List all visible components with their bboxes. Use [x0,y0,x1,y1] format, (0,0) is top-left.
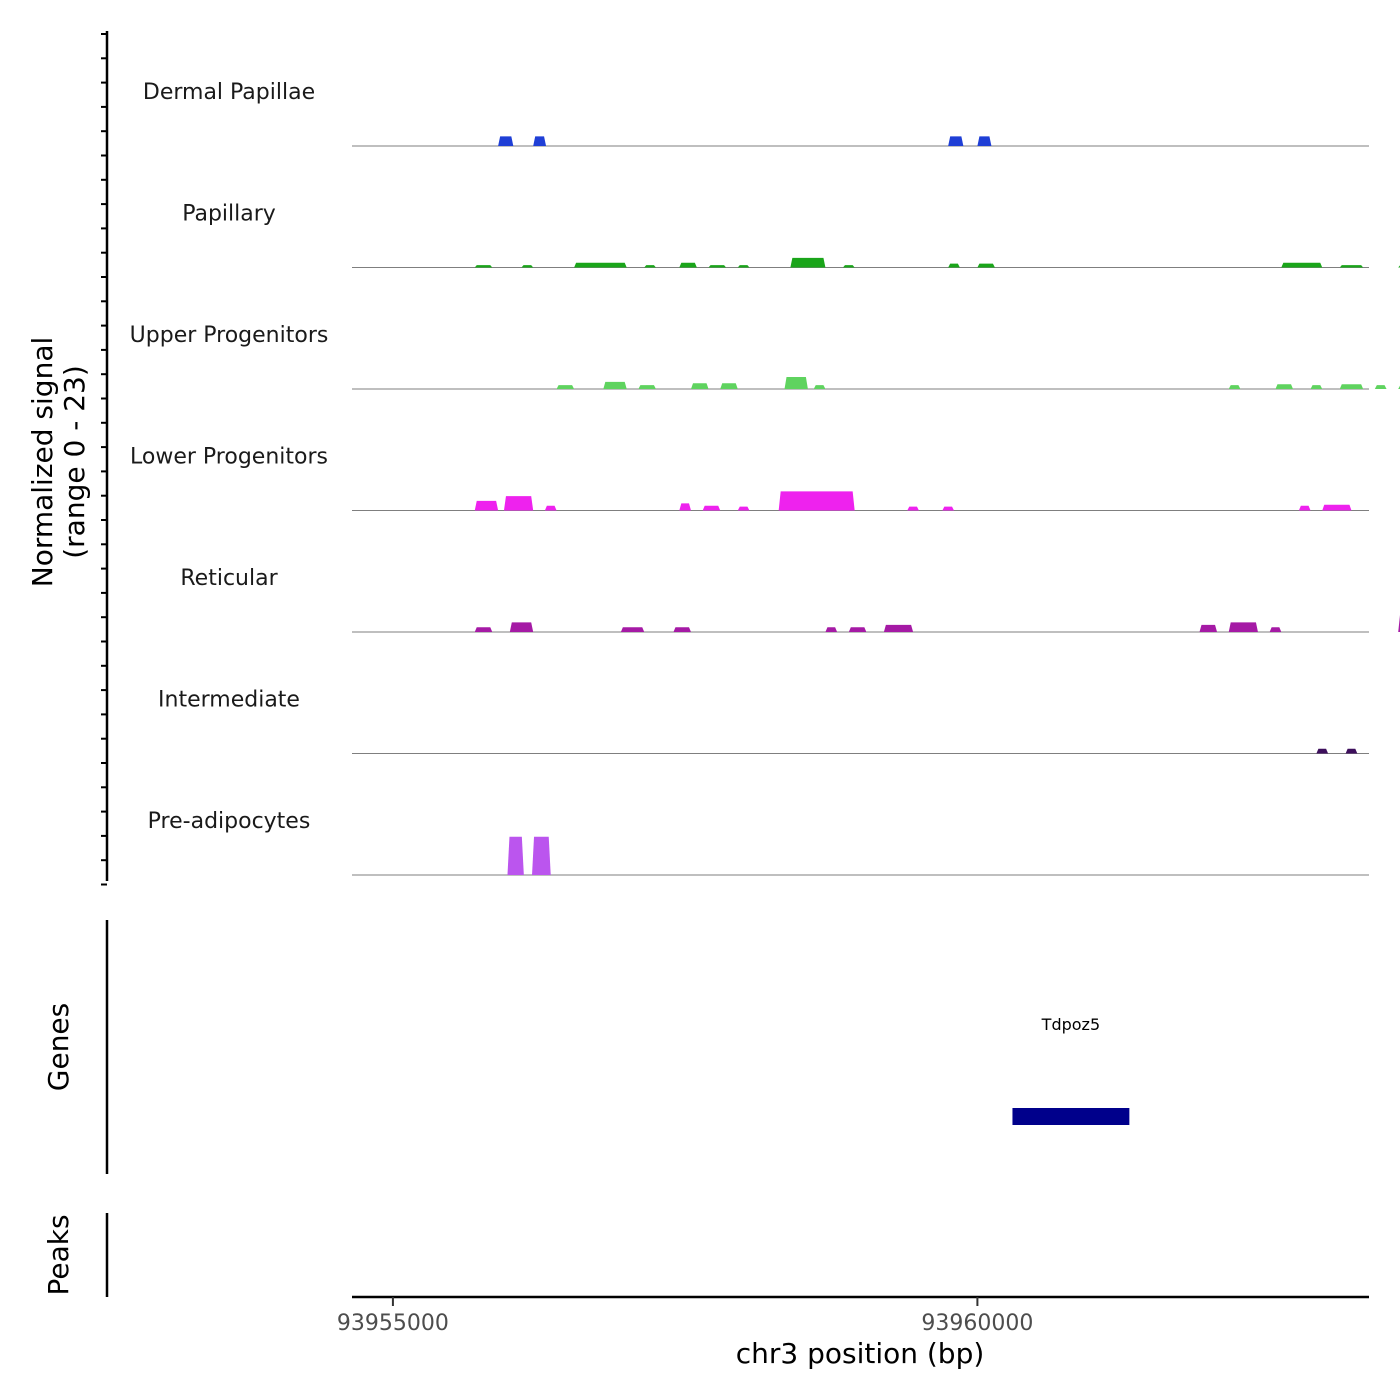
track-label: Reticular [180,566,278,591]
track-pre-adipocytes: Pre-adipocytes [148,809,1369,876]
coverage-peak [691,383,709,389]
coverage-peak [848,627,867,632]
track-label: Lower Progenitors [130,445,328,470]
track-label: Pre-adipocytes [148,809,311,834]
coverage-peak [1281,262,1323,268]
coverage-peak [679,262,697,268]
gene-body [1012,1108,1130,1125]
coverage-peak [544,505,557,511]
coverage-peak [521,265,534,268]
coverage-peak [790,257,826,268]
coverage-peak [942,506,955,511]
coverage-peak [533,136,547,146]
coverage-peak [474,500,499,511]
coverage-peak [1228,622,1258,632]
coverage-peak [778,491,855,511]
coverage-peak [507,836,524,875]
coverage-peak [532,836,551,875]
coverage-peak [503,496,534,511]
coverage-peak [644,265,656,268]
peaks-panel: Peaks [42,1213,109,1297]
coverage-peak [842,265,855,268]
coverage-peak [1275,384,1294,389]
coverage-peak [825,627,838,632]
track-papillary: Papillary [182,202,1400,268]
coverage-peak [737,265,750,268]
track-upper-progenitors: Upper Progenitors [130,323,1400,390]
coverage-peak [977,263,995,268]
coverage-peak [556,385,575,389]
x-tick-label: 93960000 [921,1311,1033,1336]
coverage-peak [1310,385,1323,389]
coverage-peak [509,622,534,632]
coverage-peak [737,506,750,511]
coverage-peak [1199,624,1218,632]
coverage-peak [603,381,627,389]
x-axis-title: chr3 position (bp) [736,1337,985,1370]
coverage-peak [708,265,727,268]
coverage-peak [948,263,960,268]
y-axis-title: Normalized signal [26,337,59,588]
genes-panel: Genes Tdpoz5 [42,920,1130,1174]
position-x-axis: 939550009396000093965000 [337,1295,1369,1336]
coverage-peak [1339,384,1364,389]
coverage-peak [574,262,627,268]
coverage-peak [498,136,514,146]
track-dermal-papillae: Dermal Papillae [143,80,1369,147]
y-axis-range-label: (range 0 - 23) [58,365,91,559]
coverage-peak [1228,385,1241,389]
track-label: Intermediate [158,688,300,713]
coverage-peak [813,385,826,389]
coverage-peak [1322,504,1352,511]
track-label: Upper Progenitors [130,323,329,348]
coverage-peak [1374,385,1387,389]
track-label: Papillary [182,202,276,227]
coverage-peak [474,265,493,268]
coverage-peak [1298,505,1311,511]
coverage-peak [948,136,964,146]
x-tick-label: 93955000 [337,1311,449,1336]
coverage-peak [784,377,808,389]
genes-panel-label: Genes [42,1003,75,1091]
coverage-peak [1339,265,1364,268]
coverage-peak [907,506,919,511]
coverage-peak [977,136,992,146]
coverage-tracks: Dermal Papillae Papillary Upper Progenitor… [130,80,1400,876]
coverage-peak [720,383,738,389]
coverage-peak [702,505,721,511]
track-reticular: Reticular [180,566,1400,633]
track-label: Dermal Papillae [143,80,315,105]
signal-y-axis [101,31,109,886]
track-lower-progenitors: Lower Progenitors [130,445,1369,511]
coverage-peak [1345,748,1358,754]
coverage-peak [620,627,645,632]
coverage-peak [638,385,656,389]
track-intermediate: Intermediate [158,688,1369,754]
coverage-peak [474,627,493,632]
coverage-peak [1316,748,1329,754]
coverage-peak [1269,627,1282,632]
coverage-peak [673,627,691,632]
coverage-peak [883,624,914,632]
coverage-peak [679,503,691,511]
gene-label: Tdpoz5 [1041,1015,1100,1034]
peaks-panel-label: Peaks [42,1214,75,1295]
